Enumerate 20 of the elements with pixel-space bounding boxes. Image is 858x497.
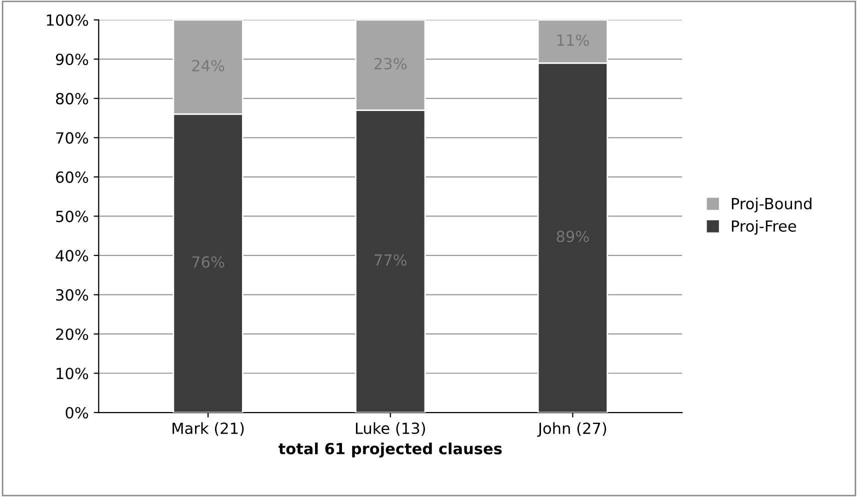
x-axis-title: total 61 projected clauses — [278, 442, 502, 458]
y-tick-label: 70% — [56, 132, 88, 144]
data-label: 76% — [192, 256, 224, 268]
y-tick-label: 50% — [56, 210, 88, 222]
y-tick-label: 90% — [56, 54, 88, 66]
y-tick-label: 10% — [56, 368, 88, 380]
legend-label: Proj-Bound — [732, 198, 812, 212]
y-tick-label: 100% — [46, 14, 88, 26]
y-tick-label: 40% — [56, 250, 88, 262]
x-tick-label: Luke (13) — [356, 422, 425, 436]
x-tick-label: John (27) — [537, 422, 606, 437]
y-tick-label: 80% — [56, 92, 88, 104]
data-label: 77% — [374, 254, 407, 266]
x-tick-label: Mark (21) — [172, 422, 244, 436]
y-tick-label: 20% — [56, 328, 88, 340]
legend-label: Proj-Free — [732, 220, 796, 235]
y-tick-label: 0% — [66, 406, 88, 419]
data-label: 89% — [556, 230, 589, 242]
y-tick-label: 30% — [56, 289, 88, 301]
y-tick-label: 60% — [56, 171, 88, 183]
